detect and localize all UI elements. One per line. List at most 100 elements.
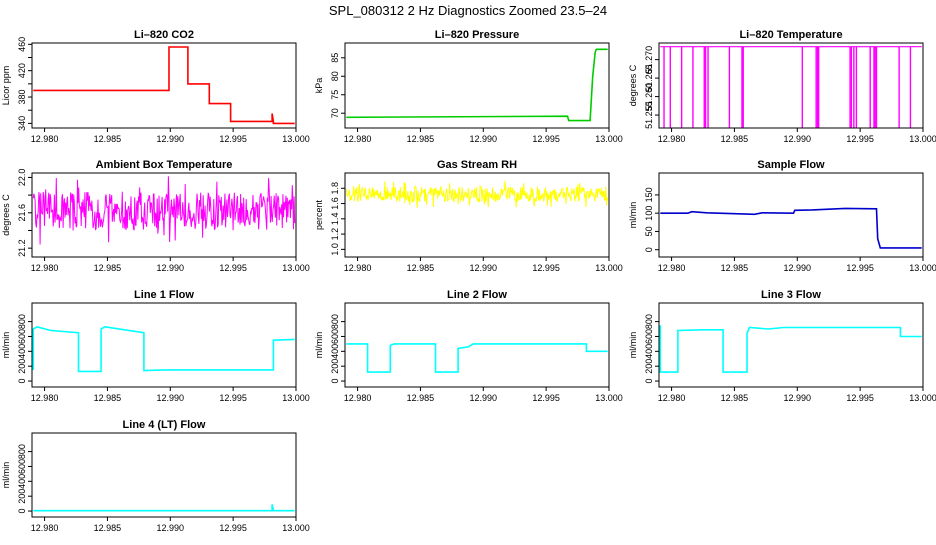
y-tick-label: 51.265: [644, 64, 654, 92]
y-axis-label: degrees C: [628, 64, 638, 106]
y-tick-label: 150: [644, 187, 654, 202]
y-tick-label: 600: [17, 459, 27, 474]
x-tick-label: 12.985: [94, 523, 122, 533]
x-tick-label: 12.985: [721, 393, 749, 403]
x-tick-label: 12.985: [94, 263, 122, 273]
y-tick-label: 200: [644, 359, 654, 374]
y-tick-label: 80: [330, 71, 340, 81]
panel-title: Line 4 (LT) Flow: [123, 419, 206, 431]
y-axis-label: Licor ppm: [1, 66, 11, 106]
plot-frame: [31, 42, 297, 129]
x-tick-label: 12.990: [784, 393, 812, 403]
y-tick-label: 0: [644, 247, 654, 252]
x-tick-label: 13.000: [282, 134, 310, 144]
panel-title: Gas Stream RH: [437, 159, 517, 171]
y-axis-label: ml/min: [314, 332, 324, 359]
plot-frame: [344, 42, 610, 129]
y-tick-label: 400: [17, 474, 27, 489]
data-series: [32, 325, 295, 373]
x-tick-label: 13.000: [282, 393, 310, 403]
x-tick-label: 12.985: [407, 134, 435, 144]
y-tick-label: 0: [17, 509, 27, 514]
y-axis-label: ml/min: [1, 332, 11, 359]
panel-title: Li–820 Temperature: [739, 29, 842, 41]
y-tick-label: 75: [330, 90, 340, 100]
x-tick-label: 12.990: [784, 134, 812, 144]
y-tick-label: 1.4: [330, 213, 340, 226]
chart-panel: Line 1 Flow ml/min 12.980 12.985 12.990 12.99…: [1, 289, 310, 403]
y-axis-label: ml/min: [628, 202, 638, 229]
x-tick-label: 12.985: [407, 263, 435, 273]
y-tick-label: 600: [644, 329, 654, 344]
x-tick-label: 12.990: [157, 523, 185, 533]
x-tick-label: 13.000: [909, 134, 936, 144]
chart-panel: Li–820 Temperature degrees C 12.980 12.985 1…: [628, 29, 936, 144]
y-tick-label: 21.6: [17, 204, 27, 222]
y-tick-label: 1.6: [330, 197, 340, 210]
y-axis-label: degrees C: [1, 194, 11, 236]
x-tick-label: 12.995: [532, 134, 560, 144]
chart-panel: Line 4 (LT) Flow ml/min 12.980 12.985 12.990…: [1, 419, 310, 533]
x-tick-label: 12.995: [846, 393, 874, 403]
x-tick-label: 12.980: [658, 393, 686, 403]
y-axis-label: ml/min: [628, 332, 638, 359]
x-tick-label: 13.000: [595, 263, 623, 273]
y-axis-label: kPa: [314, 78, 324, 94]
data-series: [659, 325, 922, 373]
plot-frame: [658, 302, 924, 388]
data-series: [33, 504, 295, 512]
plot-frame: [31, 172, 297, 258]
x-tick-label: 12.995: [219, 134, 247, 144]
x-tick-label: 12.990: [157, 393, 185, 403]
y-tick-label: 51.260: [644, 83, 654, 111]
y-tick-label: 420: [17, 63, 27, 78]
panel-title: Line 3 Flow: [761, 289, 821, 301]
x-tick-label: 12.985: [721, 134, 749, 144]
y-tick-label: 70: [330, 108, 340, 118]
x-tick-label: 13.000: [282, 523, 310, 533]
y-tick-label: 340: [17, 116, 27, 131]
panel-title: Li–820 CO2: [134, 29, 194, 41]
y-tick-label: 380: [17, 90, 27, 105]
x-tick-label: 12.990: [470, 263, 498, 273]
plot-frame: [344, 172, 610, 258]
y-tick-label: 1.0: [330, 243, 340, 256]
x-tick-label: 13.000: [595, 134, 623, 144]
x-tick-label: 12.995: [219, 393, 247, 403]
page-title: SPL_080312 2 Hz Diagnostics Zoomed 23.5–…: [329, 3, 607, 18]
y-tick-label: 1.2: [330, 228, 340, 241]
x-tick-label: 12.980: [31, 134, 59, 144]
x-tick-label: 12.980: [658, 263, 686, 273]
y-tick-label: 800: [17, 314, 27, 329]
chart-panel: Line 2 Flow ml/min 12.980 12.985 12.990 12.99…: [314, 289, 623, 403]
y-tick-label: 100: [644, 206, 654, 221]
x-tick-label: 12.980: [344, 393, 372, 403]
y-axis-label: ml/min: [1, 462, 11, 489]
series-line: [32, 325, 295, 373]
y-tick-label: 800: [644, 314, 654, 329]
chart-panel: Ambient Box Temperature degrees C 12.980 12…: [1, 159, 310, 273]
x-tick-label: 12.990: [784, 263, 812, 273]
panel-title: Line 2 Flow: [447, 289, 507, 301]
y-tick-label: 400: [330, 344, 340, 359]
x-tick-label: 13.000: [909, 393, 936, 403]
series-line: [32, 176, 296, 245]
y-tick-label: 0: [17, 379, 27, 384]
plot-frame: [658, 172, 924, 258]
y-tick-label: 0: [644, 379, 654, 384]
data-series: [33, 46, 295, 125]
x-tick-label: 12.995: [219, 263, 247, 273]
series-line: [660, 207, 922, 249]
data-series: [346, 343, 608, 373]
panel-title: Ambient Box Temperature: [96, 159, 233, 171]
x-tick-label: 13.000: [909, 263, 936, 273]
plot-frame: [31, 302, 297, 388]
y-tick-label: 85: [330, 53, 340, 63]
y-tick-label: 400: [17, 344, 27, 359]
x-tick-label: 12.995: [532, 393, 560, 403]
x-tick-label: 12.985: [721, 263, 749, 273]
x-tick-label: 12.990: [157, 134, 185, 144]
x-tick-label: 12.980: [658, 134, 686, 144]
